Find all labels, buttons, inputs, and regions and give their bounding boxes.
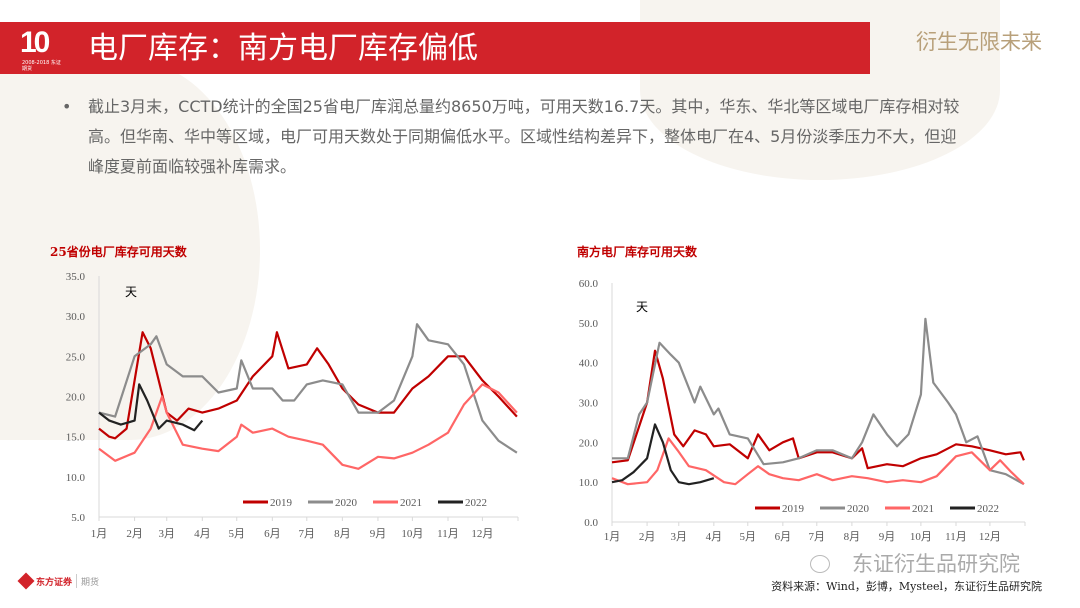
- x-tick-label: 3月: [671, 531, 688, 543]
- division-name: 期货: [81, 577, 100, 588]
- y-tick-label: 20.0: [66, 392, 86, 404]
- footer-logo: 东方证券 期货: [17, 572, 100, 590]
- logo-subtext: 2008-2018 东证期货: [22, 60, 61, 72]
- legend-label: 2019: [270, 497, 293, 509]
- series-line-2019: [611, 349, 1025, 470]
- x-tick-label: 7月: [299, 528, 316, 540]
- x-tick-label: 9月: [370, 528, 387, 540]
- wechat-icon: [810, 555, 830, 573]
- x-tick-label: 5月: [740, 531, 757, 543]
- x-tick-label: 7月: [809, 531, 826, 543]
- x-tick-label: 2月: [639, 531, 656, 543]
- series-line-2019: [98, 331, 518, 440]
- legend-label: 2019: [782, 503, 805, 515]
- divider: [76, 574, 78, 588]
- y-unit-label: 天: [636, 300, 648, 314]
- legend-label: 2022: [465, 497, 487, 509]
- legend-label: 2020: [335, 497, 358, 509]
- series-line-2020: [612, 317, 1025, 486]
- x-tick-label: 2月: [126, 528, 143, 540]
- y-tick-label: 30.0: [579, 398, 599, 410]
- y-tick-label: 40.0: [579, 358, 599, 370]
- series-line-2021: [98, 383, 518, 470]
- x-tick-label: 4月: [706, 531, 723, 543]
- y-unit-label: 天: [125, 285, 137, 299]
- y-tick-label: 35.0: [66, 271, 86, 283]
- company-name: 东方证券: [36, 577, 73, 588]
- x-tick-label: 1月: [604, 531, 621, 543]
- legend-label: 2021: [400, 497, 422, 509]
- x-tick-label: 5月: [229, 528, 246, 540]
- source-note: 资料来源：Wind，彭博，Mysteel，东证衍生品研究院: [771, 580, 1042, 593]
- series-line-2020: [98, 323, 518, 454]
- background-decoration: [0, 60, 260, 440]
- legend-label: 2021: [912, 503, 934, 515]
- x-tick-label: 8月: [844, 531, 861, 543]
- y-tick-label: 25.0: [66, 351, 86, 363]
- chart-title-right: 南方电厂库存可用天数: [577, 245, 698, 259]
- series-line-2022: [98, 383, 204, 432]
- series-line-2021: [611, 437, 1025, 486]
- legend-label: 2022: [977, 503, 999, 515]
- legend-label: 2020: [847, 503, 870, 515]
- x-tick-label: 12月: [979, 531, 1001, 543]
- y-tick-label: 0.0: [584, 517, 598, 529]
- y-tick-label: 60.0: [579, 278, 599, 290]
- x-tick-label: 1月: [91, 528, 108, 540]
- chart-southern: 0.0 10.0 20.0 30.0 40.0 50.0 60.0 1月 2月 3月 4月 5月 6月 7…: [579, 278, 1026, 543]
- x-tick-label: 4月: [194, 528, 211, 540]
- slogan: 衍生无限未来: [916, 30, 1042, 54]
- bullet-text: 截止3月末，CCTD统计的全国25省电厂库润总量约8650万吨，可用天数16.7…: [88, 97, 960, 176]
- x-tick-label: 3月: [158, 528, 175, 540]
- company-logo-icon: [17, 572, 35, 590]
- x-tick-label: 10月: [401, 528, 423, 540]
- x-tick-label: 11月: [437, 528, 459, 540]
- y-tick-label: 20.0: [579, 437, 599, 449]
- x-tick-label: 6月: [775, 531, 792, 543]
- bullet-marker: •: [62, 97, 72, 116]
- y-tick-label: 15.0: [66, 432, 86, 444]
- x-tick-label: 10月: [910, 531, 932, 543]
- y-tick-label: 10.0: [66, 472, 86, 484]
- x-tick-label: 12月: [471, 528, 493, 540]
- y-tick-label: 50.0: [579, 318, 599, 330]
- y-tick-label: 5.0: [71, 512, 85, 524]
- title-bar: [0, 22, 870, 74]
- series-line-2022: [611, 423, 715, 486]
- page-title: 电厂库存：南方电厂库存偏低: [88, 31, 478, 66]
- x-tick-label: 9月: [879, 531, 896, 543]
- x-tick-label: 8月: [334, 528, 351, 540]
- y-tick-label: 30.0: [66, 311, 86, 323]
- y-tick-label: 10.0: [579, 477, 599, 489]
- watermark: 东证衍生品研究院: [852, 552, 1020, 576]
- anniversary-logo: 10: [20, 26, 50, 59]
- x-tick-label: 6月: [264, 528, 281, 540]
- x-tick-label: 11月: [945, 531, 967, 543]
- chart-title-left: 25省份电厂库存可用天数: [50, 245, 187, 259]
- chart-25-provinces: 5.0 10.0 15.0 20.0 25.0 30.0 35.0 1月 2月 3月 4月 5月 6月 7…: [66, 271, 519, 540]
